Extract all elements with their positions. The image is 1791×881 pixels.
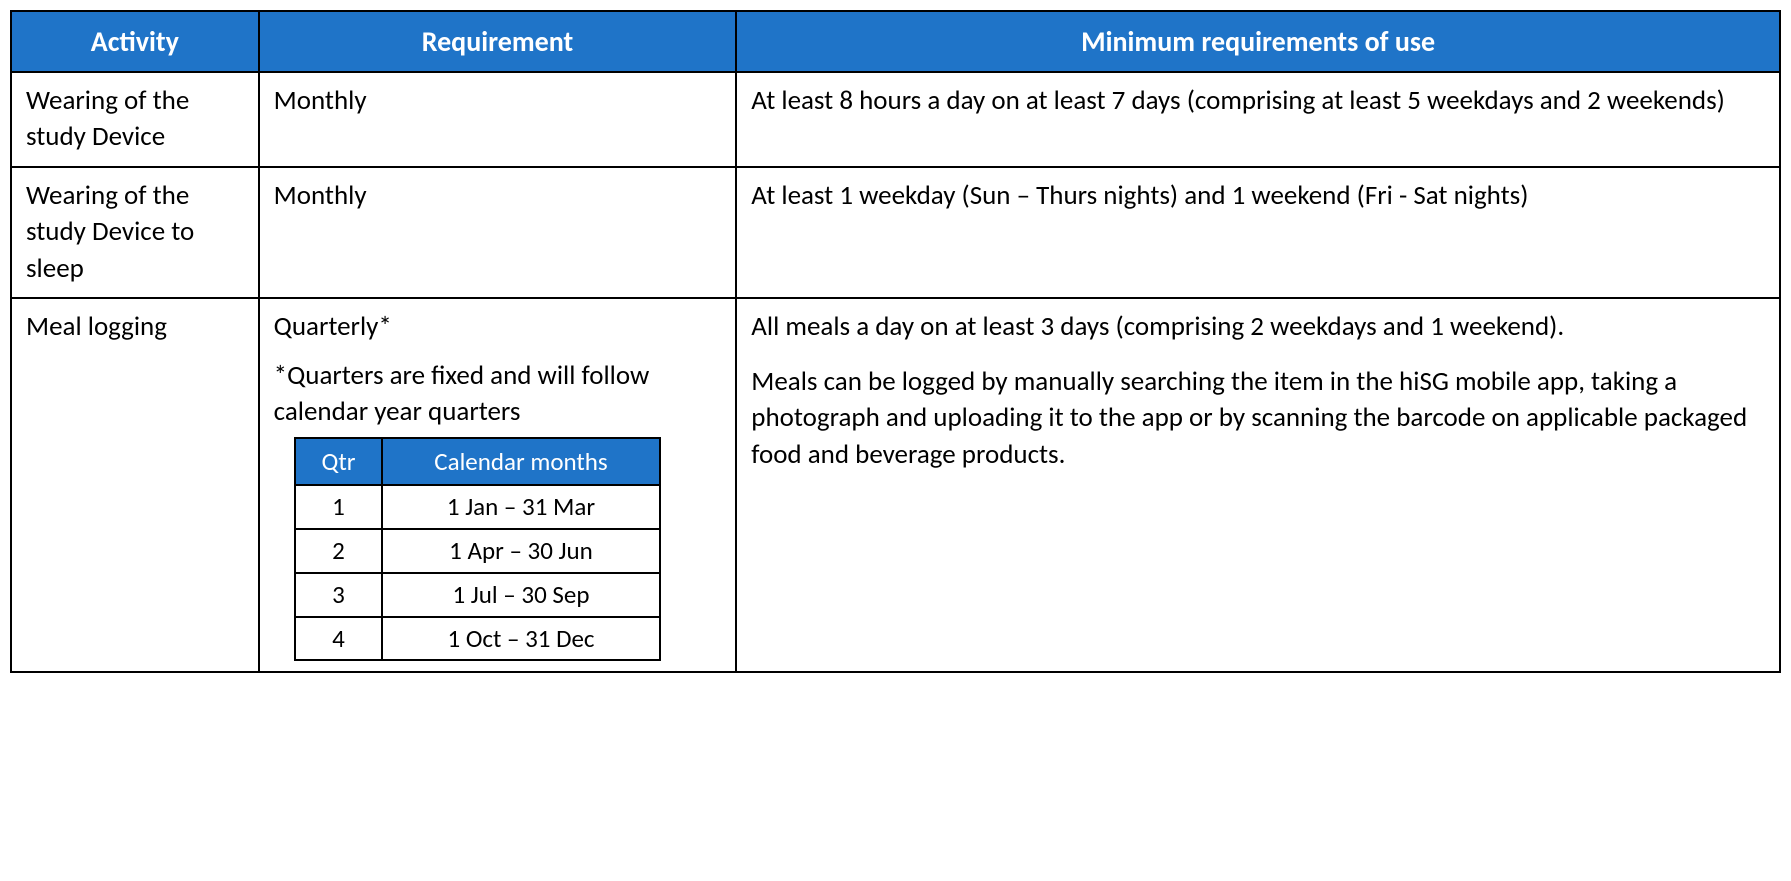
inner-header-qtr: Qtr <box>295 438 383 486</box>
inner-cell-qtr: 3 <box>295 573 383 617</box>
inner-header-row: Qtr Calendar months <box>295 438 660 486</box>
inner-cell-qtr: 1 <box>295 485 383 529</box>
cell-requirement: Monthly <box>259 167 737 298</box>
cell-activity: Wearing of the study Device to sleep <box>11 167 259 298</box>
cell-activity: Wearing of the study Device <box>11 72 259 167</box>
inner-cell-months: 1 Jul – 30 Sep <box>382 573 659 617</box>
inner-cell-months: 1 Apr – 30 Jun <box>382 529 659 573</box>
requirements-table: Activity Requirement Minimum requirement… <box>10 10 1781 673</box>
header-min: Minimum requirements of use <box>736 11 1780 72</box>
cell-min: At least 1 weekday (Sun – Thurs nights) … <box>736 167 1780 298</box>
inner-header-months: Calendar months <box>382 438 659 486</box>
inner-row: 1 1 Jan – 31 Mar <box>295 485 660 529</box>
requirement-text: Quarterly* <box>274 309 722 345</box>
table-row: Meal logging Quarterly* *Quarters are fi… <box>11 298 1780 672</box>
inner-row: 3 1 Jul – 30 Sep <box>295 573 660 617</box>
inner-cell-months: 1 Jan – 31 Mar <box>382 485 659 529</box>
cell-min: All meals a day on at least 3 days (comp… <box>736 298 1780 672</box>
inner-cell-qtr: 4 <box>295 617 383 661</box>
header-activity: Activity <box>11 11 259 72</box>
cell-requirement: Quarterly* *Quarters are fixed and will … <box>259 298 737 672</box>
table-row: Wearing of the study Device to sleep Mon… <box>11 167 1780 298</box>
quarters-table: Qtr Calendar months 1 1 Jan – 31 Mar 2 1… <box>294 437 661 662</box>
header-requirement: Requirement <box>259 11 737 72</box>
cell-activity: Meal logging <box>11 298 259 672</box>
min-para-2: Meals can be logged by manually searchin… <box>751 364 1765 473</box>
cell-requirement: Monthly <box>259 72 737 167</box>
inner-row: 4 1 Oct – 31 Dec <box>295 617 660 661</box>
inner-row: 2 1 Apr – 30 Jun <box>295 529 660 573</box>
requirement-note: *Quarters are fixed and will follow cale… <box>274 358 722 431</box>
cell-min: At least 8 hours a day on at least 7 day… <box>736 72 1780 167</box>
table-header-row: Activity Requirement Minimum requirement… <box>11 11 1780 72</box>
min-para-1: All meals a day on at least 3 days (comp… <box>751 309 1765 345</box>
table-row: Wearing of the study Device Monthly At l… <box>11 72 1780 167</box>
inner-cell-months: 1 Oct – 31 Dec <box>382 617 659 661</box>
inner-cell-qtr: 2 <box>295 529 383 573</box>
